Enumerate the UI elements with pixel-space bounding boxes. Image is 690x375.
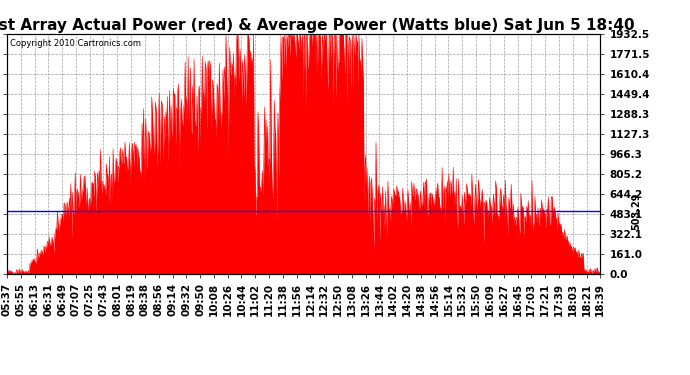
Title: West Array Actual Power (red) & Average Power (Watts blue) Sat Jun 5 18:40: West Array Actual Power (red) & Average …	[0, 18, 635, 33]
Text: Copyright 2010 Cartronics.com: Copyright 2010 Cartronics.com	[10, 39, 141, 48]
Text: 503.29: 503.29	[631, 192, 641, 230]
